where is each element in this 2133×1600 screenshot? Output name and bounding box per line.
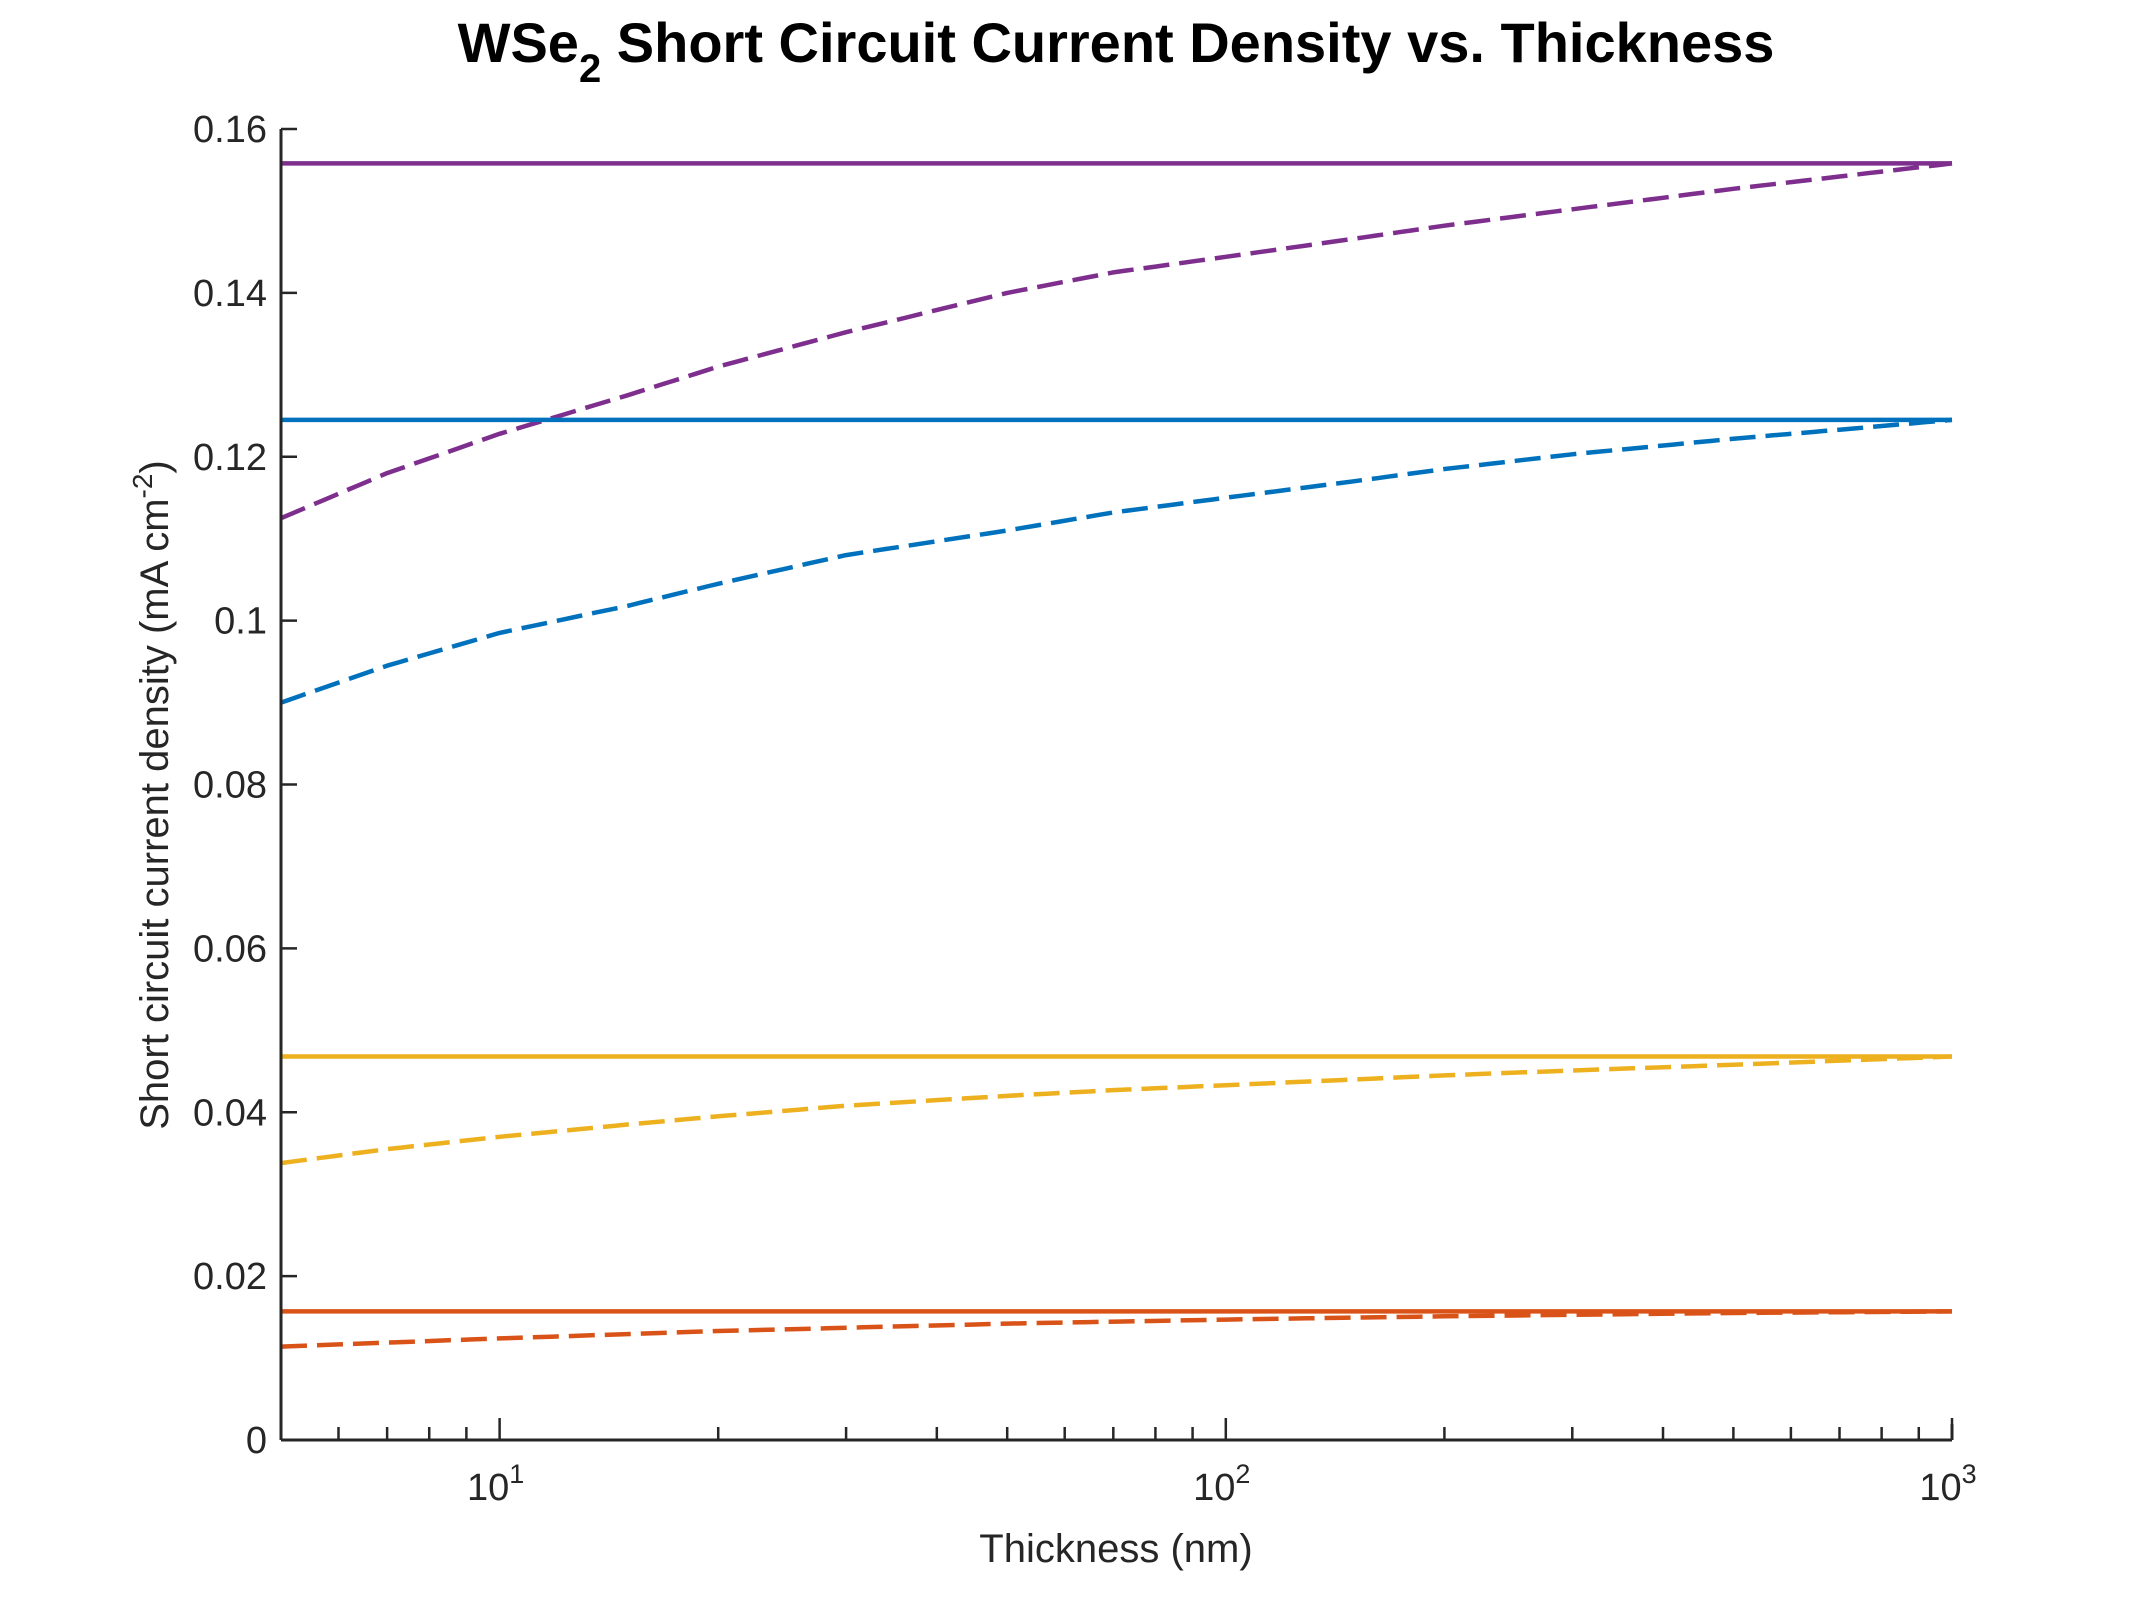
- x-axis-label: Thickness (nm): [979, 1527, 1252, 1571]
- chart-title: WSe2 Short Circuit Current Density vs. T…: [458, 11, 1775, 91]
- x-tick-label: 102: [1193, 1459, 1250, 1509]
- series-6-dashed-line: [280, 1054, 1953, 1166]
- y-axis-label-close: ): [133, 460, 177, 473]
- chart-title-subscript: 2: [579, 47, 601, 91]
- x-tick-label-base: 10: [1919, 1467, 1961, 1509]
- y-tick-label: 0.12: [193, 437, 267, 479]
- y-tick-label: 0.14: [193, 273, 267, 315]
- chart-title-rest: Short Circuit Current Density vs. Thickn…: [601, 11, 1774, 74]
- y-tick-label: 0.04: [193, 1092, 267, 1134]
- x-tick-label-base: 10: [467, 1467, 509, 1509]
- chart-title-main: WSe: [458, 11, 579, 74]
- y-axis-label-superscript: -2: [127, 474, 158, 499]
- y-tick-label: 0.06: [193, 928, 267, 970]
- x-tick-label: 103: [1919, 1459, 1976, 1509]
- y-tick-label: 0.08: [193, 765, 267, 807]
- x-tick-label: 101: [467, 1459, 524, 1509]
- y-axis-label-main: Short circuit current density (mA cm: [133, 498, 177, 1129]
- x-tick-label-exponent: 1: [509, 1459, 524, 1489]
- axes: [279, 129, 1954, 1442]
- y-tick-label: 0: [246, 1420, 267, 1462]
- y-tick-label: 0.1: [214, 601, 267, 643]
- series-8-dashed-line: [280, 1309, 1953, 1349]
- x-tick-label-exponent: 3: [1962, 1459, 1977, 1489]
- y-tick-label: 0.02: [193, 1256, 267, 1298]
- x-tick-label-base: 10: [1193, 1467, 1235, 1509]
- plot-lines: [280, 161, 1953, 1349]
- series-4-dashed-line: [280, 417, 1953, 705]
- y-axis-ticks: 0 0.02 0.04 0.06 0.08 0.1 0.12 0.14 0.16: [193, 109, 297, 1462]
- y-tick-label: 0.16: [193, 109, 267, 151]
- x-tick-label-exponent: 2: [1235, 1459, 1250, 1489]
- y-axis-label: Short circuit current density (mA cm-2): [127, 460, 177, 1130]
- series-2-dashed-line: [280, 161, 1953, 521]
- x-axis-ticks: 101 102 103: [279, 1418, 1977, 1509]
